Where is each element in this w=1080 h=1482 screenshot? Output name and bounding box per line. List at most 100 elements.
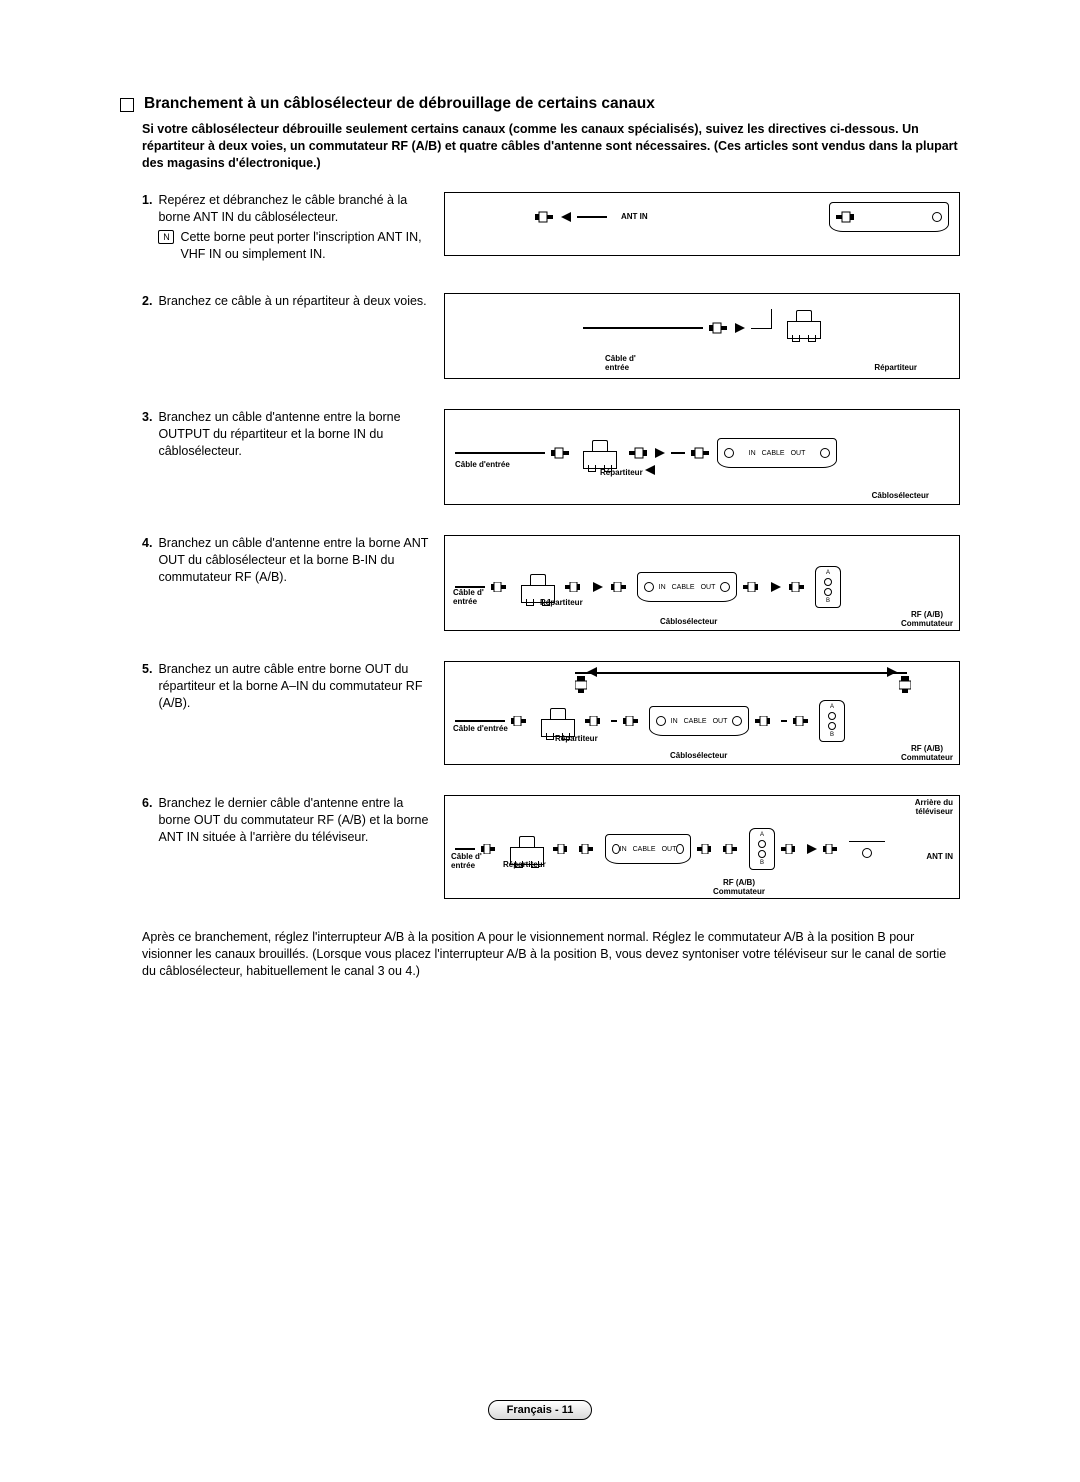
cable-line [781, 720, 787, 722]
out-label: OUT [713, 718, 728, 725]
out-label: OUT [662, 846, 677, 853]
connector-icon [579, 844, 599, 854]
tv-back-label: Arrière du téléviseur [915, 798, 953, 816]
step-number: 6. [142, 795, 152, 846]
in-label: IN [659, 584, 666, 591]
section-title: Branchement à un câblosélecteur de débro… [144, 95, 655, 113]
cablebox-label: Câblosélecteur [660, 617, 717, 626]
connector-icon [823, 844, 843, 854]
arrow-right-icon [807, 844, 817, 854]
step: 3. Branchez un câble d'antenne entre la … [142, 409, 960, 505]
cable-box-icon: IN CABLE OUT [649, 706, 749, 736]
step: 5. Branchez un autre câble entre borne O… [142, 661, 960, 765]
step-number: 3. [142, 409, 152, 460]
step-text: 2. Branchez ce câble à un répartiteur à … [142, 293, 432, 310]
connector-icon [836, 212, 856, 222]
diagram-step-1: ANT IN [444, 192, 960, 256]
diagram-step-5: IN CABLE OUT A [444, 661, 960, 765]
splitter-label: Répartiteur [874, 363, 917, 372]
note-icon: N [158, 230, 174, 244]
steps-list: 1. Repérez et débranchez le câble branch… [142, 192, 960, 900]
section-title-row: Branchement à un câblosélecteur de débro… [120, 95, 960, 113]
arrow-right-icon [593, 582, 603, 592]
arrow-left-icon [587, 667, 597, 677]
cable-box-icon: IN CABLE OUT [717, 438, 837, 468]
rf-label: RF (A/B) Commutateur [901, 744, 953, 762]
step-text: 1. Repérez et débranchez le câble branch… [142, 192, 432, 264]
step-number: 2. [142, 293, 152, 310]
step-number: 1. [142, 192, 152, 264]
rf-switch-icon: A B [815, 566, 841, 608]
connector-icon [691, 448, 711, 458]
rf-label: RF (A/B) Commutateur [713, 878, 765, 896]
splitter-label: Répartiteur [555, 734, 598, 743]
step-main-text: Branchez un câble d'antenne entre la bor… [158, 535, 432, 586]
connector-icon [723, 844, 743, 854]
cable-line [611, 720, 617, 722]
top-cable-line [575, 672, 907, 674]
connector-icon [585, 716, 605, 726]
connector-icon [793, 716, 813, 726]
connector-icon [511, 716, 531, 726]
rf-a-label: A [830, 704, 834, 710]
in-label: IN [620, 846, 627, 853]
intro-text: Si votre câblosélecteur débrouille seule… [142, 121, 960, 172]
cable-line [455, 720, 505, 722]
arrow-right-icon [655, 448, 665, 458]
step-text: 5. Branchez un autre câble entre borne O… [142, 661, 432, 712]
out-label: OUT [701, 584, 716, 591]
manual-page: Branchement à un câblosélecteur de débro… [0, 0, 1080, 1480]
step-text: 4. Branchez un câble d'antenne entre la … [142, 535, 432, 586]
connector-icon [575, 680, 595, 690]
rf-b-label: B [830, 732, 834, 738]
rf-b-label: B [760, 860, 764, 866]
splitter-label: Répartiteur [540, 598, 583, 607]
step: 2. Branchez ce câble à un répartiteur à … [142, 293, 960, 379]
in-label: IN [749, 450, 756, 457]
connector-icon [755, 716, 775, 726]
splitter-label: Répartiteur [600, 468, 643, 477]
step-body: Repérez et débranchez le câble branché à… [158, 192, 432, 264]
rf-label: RF (A/B) Commutateur [901, 610, 953, 628]
cable-box-icon: IN CABLE OUT [605, 834, 691, 864]
cable-line [455, 452, 545, 454]
checkbox-icon [120, 98, 134, 112]
cable-label: CABLE [762, 450, 785, 457]
rf-switch-icon: A B [819, 700, 845, 742]
connector-icon [553, 844, 573, 854]
step-number: 5. [142, 661, 152, 712]
page-number-pill: Français - 11 [488, 1400, 593, 1420]
step-note: N Cette borne peut porter l'inscription … [158, 229, 432, 263]
rf-b-label: B [826, 598, 830, 604]
cable-in-label: Câble d'entrée [453, 724, 508, 733]
arrow-left-icon [645, 465, 655, 475]
connector-icon [535, 212, 555, 222]
cable-box-icon [829, 202, 949, 232]
arrow-right-icon [735, 323, 745, 333]
connector-icon [697, 844, 717, 854]
connector-icon [789, 582, 809, 592]
connector-icon [623, 716, 643, 726]
connector-icon [743, 582, 763, 592]
connector-icon [551, 448, 571, 458]
diagram-step-4: IN CABLE OUT A [444, 535, 960, 631]
arrow-right-icon [887, 667, 897, 677]
cable-box-icon: IN CABLE OUT [637, 572, 737, 602]
cable-in-label: Câble d' entrée [451, 852, 482, 870]
rf-switch-icon: A B [749, 828, 775, 870]
step-main-text: Branchez un autre câble entre borne OUT … [158, 661, 432, 712]
diagram-step-2: Câble d' entrée Répartiteur [444, 293, 960, 379]
connector-icon [899, 680, 919, 690]
tv-back-icon [849, 841, 885, 858]
cable-line [577, 216, 607, 218]
connector-icon [565, 582, 585, 592]
cable-label: CABLE [672, 584, 695, 591]
cable-label: CABLE [684, 718, 707, 725]
cable-line [671, 452, 685, 454]
cable-in-label: Câble d' entrée [605, 354, 636, 372]
connector-icon [491, 582, 511, 592]
connector-icon [781, 844, 801, 854]
step-main-text: Branchez un câble d'antenne entre la bor… [158, 409, 432, 460]
arrow-right-icon [771, 582, 781, 592]
ant-in-label: ANT IN [621, 212, 648, 221]
